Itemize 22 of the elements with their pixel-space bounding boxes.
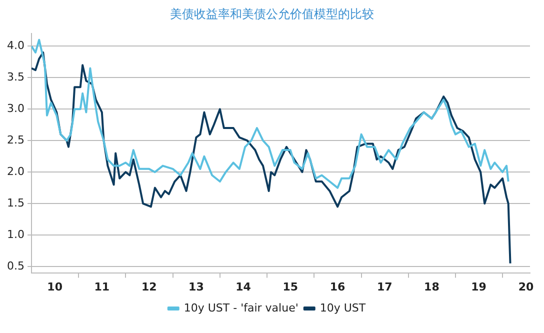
x-tick-label: 17 xyxy=(376,280,392,294)
x-tick-label: 15 xyxy=(282,280,298,294)
x-tick-label: 14 xyxy=(236,280,252,294)
x-tick-label: 11 xyxy=(94,280,110,294)
x-tick-label: 10 xyxy=(47,280,63,294)
y-tick-label: 4.0 xyxy=(6,39,24,52)
x-tick-label: 20 xyxy=(518,280,534,294)
x-tick-label: 19 xyxy=(471,280,486,294)
y-tick-label: 2.0 xyxy=(6,164,24,178)
y-tick-label: 1.0 xyxy=(6,228,24,241)
x-tick-label: 13 xyxy=(188,280,204,294)
y-tick-label: 2.5 xyxy=(6,133,24,146)
chart-title: 美债收益率和美债公允价值模型的比较 xyxy=(169,6,375,23)
x-tick-label: 16 xyxy=(330,280,346,294)
y-tick-label: 3.5 xyxy=(6,70,24,84)
y-tick-label: 3.0 xyxy=(6,102,24,115)
legend-label: 10y UST xyxy=(320,301,366,314)
y-tick-label: 1.5 xyxy=(6,196,24,210)
legend-label: 10y UST - 'fair value' xyxy=(184,301,298,314)
x-tick-label: 12 xyxy=(141,280,157,294)
x-tick-label: 18 xyxy=(424,280,440,294)
y-tick-label: 0.5 xyxy=(6,259,24,272)
